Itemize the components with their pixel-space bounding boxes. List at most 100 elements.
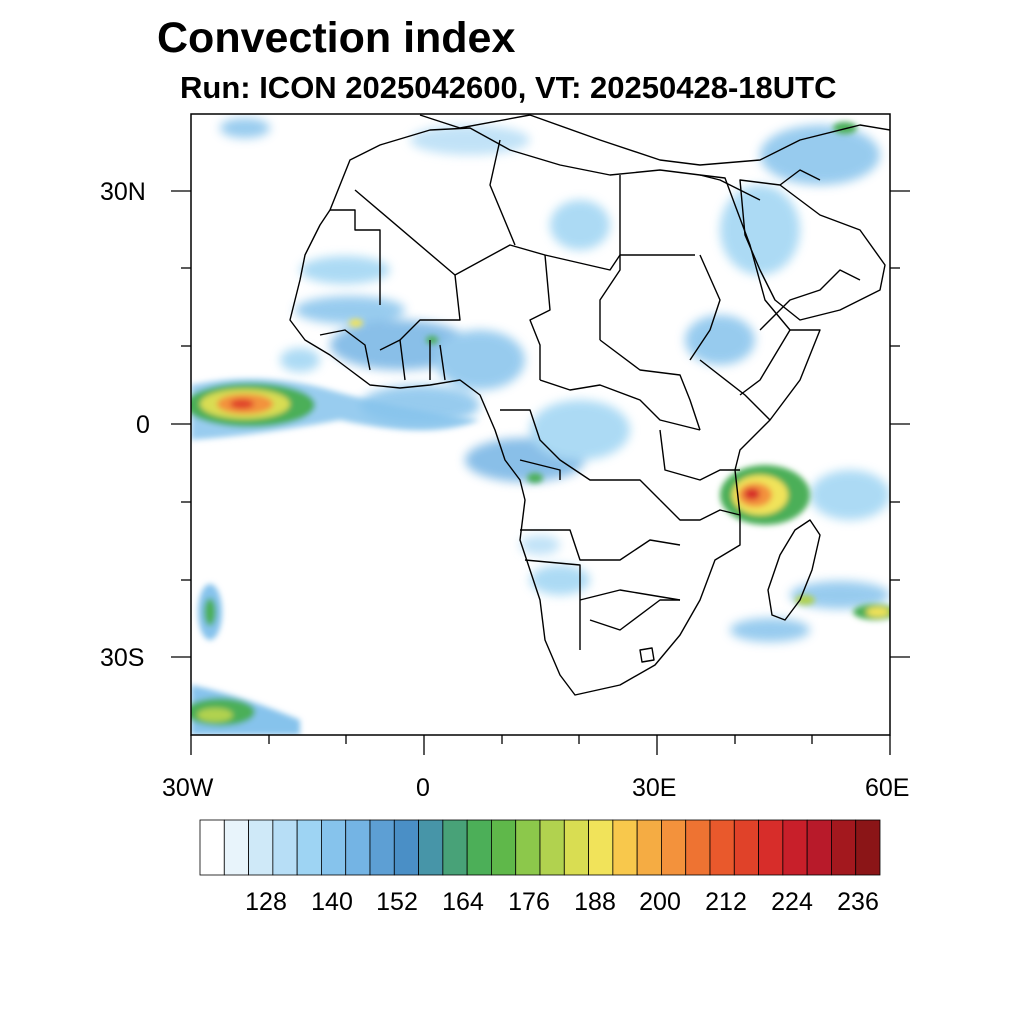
border xyxy=(659,499,741,521)
colorbar-swatch xyxy=(321,819,347,876)
colorbar-swatch xyxy=(855,819,881,876)
convection-patch xyxy=(435,330,525,390)
colorbar-swatch xyxy=(563,819,589,876)
colorbar-label: 188 xyxy=(574,888,616,916)
convection-patch xyxy=(810,470,890,520)
axis-ticks xyxy=(171,190,910,755)
convection-south-atlantic xyxy=(191,584,300,735)
lon-label-0: 0 xyxy=(416,774,430,802)
convection-spots xyxy=(349,122,857,483)
convection-patch xyxy=(790,581,890,609)
colorbar-swatch xyxy=(685,819,711,876)
colorbar-label: 140 xyxy=(311,888,353,916)
colorbar-swatch xyxy=(345,819,371,876)
convection-layer xyxy=(197,708,233,722)
colorbar-swatch xyxy=(831,819,857,876)
border xyxy=(319,329,371,371)
border xyxy=(739,329,791,396)
colorbar-swatch xyxy=(733,819,759,876)
convection-tanzania xyxy=(720,465,810,525)
convection-patch xyxy=(760,125,880,185)
convection-layer xyxy=(204,598,216,626)
border xyxy=(779,169,821,186)
border xyxy=(354,189,695,276)
convection-patch xyxy=(550,200,610,250)
colorbar-swatch xyxy=(782,819,808,876)
convection-patch xyxy=(530,400,630,460)
convection-layer xyxy=(795,595,815,605)
colorbar-swatch xyxy=(272,819,298,876)
convection-gulf-of-guinea xyxy=(191,378,480,440)
colorbar-swatch xyxy=(515,819,541,876)
lat-label-30n: 30N xyxy=(100,178,146,206)
convection-layer xyxy=(744,488,760,500)
lat-label-0: 0 xyxy=(136,411,150,439)
colorbar-swatch xyxy=(758,819,784,876)
convection-patch xyxy=(295,296,405,324)
madagascar-coast xyxy=(639,647,655,663)
convection-patch xyxy=(410,125,530,155)
convection-patch xyxy=(730,618,810,642)
madagascar xyxy=(767,519,821,621)
border xyxy=(759,269,861,331)
colorbar-swatch xyxy=(466,819,492,876)
colorbar-swatch xyxy=(588,819,614,876)
colorbar-swatch xyxy=(296,819,322,876)
colorbar-label: 128 xyxy=(245,888,287,916)
colorbar-swatch xyxy=(709,819,735,876)
colorbar-swatch xyxy=(612,819,638,876)
convection-madagascar xyxy=(795,595,890,620)
convection-spot xyxy=(527,473,543,483)
convection-patch xyxy=(520,535,560,555)
colorbar-swatch xyxy=(636,819,662,876)
convection-patch xyxy=(220,118,270,138)
border xyxy=(379,274,461,351)
convection-layer xyxy=(230,399,254,409)
border xyxy=(699,174,761,201)
convection-spot xyxy=(833,122,857,134)
lat-label-30s: 30S xyxy=(100,644,145,672)
colorbar-swatch xyxy=(661,819,687,876)
colorbar-label: 236 xyxy=(837,888,879,916)
colorbar-swatch xyxy=(442,819,468,876)
convection-patch xyxy=(685,315,755,365)
convection-patch xyxy=(280,348,320,372)
colorbar xyxy=(199,819,881,876)
colorbar-swatch xyxy=(248,819,274,876)
convection-patch xyxy=(530,565,590,595)
border xyxy=(589,599,680,631)
colorbar-swatch xyxy=(539,819,565,876)
colorbar-swatch xyxy=(806,819,832,876)
border xyxy=(699,359,771,421)
chart-title: Convection index xyxy=(157,14,516,62)
border xyxy=(599,339,701,431)
colorbar-label: 212 xyxy=(705,888,747,916)
country-borders xyxy=(289,114,890,696)
border xyxy=(399,339,446,381)
mediterranean-coast xyxy=(419,114,890,166)
convection-patch xyxy=(720,185,800,275)
border xyxy=(330,209,381,305)
colorbar-swatch xyxy=(418,819,444,876)
lon-label-60e: 60E xyxy=(865,774,910,802)
border xyxy=(520,529,681,561)
chart-subtitle: Run: ICON 2025042600, VT: 20250428-18UTC xyxy=(180,70,837,105)
colorbar-swatch xyxy=(199,819,225,876)
border xyxy=(519,459,561,480)
colorbar-swatch xyxy=(223,819,249,876)
border xyxy=(599,175,621,340)
colorbar-label: 224 xyxy=(771,888,813,916)
convection-layer xyxy=(866,607,890,617)
colorbar-swatch xyxy=(369,819,395,876)
convection-spot xyxy=(349,319,363,327)
africa-coastline xyxy=(289,127,821,696)
colorbar-label: 176 xyxy=(508,888,550,916)
colorbar-swatch xyxy=(491,819,517,876)
border xyxy=(489,139,516,246)
arabia xyxy=(739,179,886,321)
border xyxy=(529,254,551,380)
border xyxy=(579,589,681,601)
border xyxy=(524,559,581,650)
border xyxy=(659,429,740,481)
